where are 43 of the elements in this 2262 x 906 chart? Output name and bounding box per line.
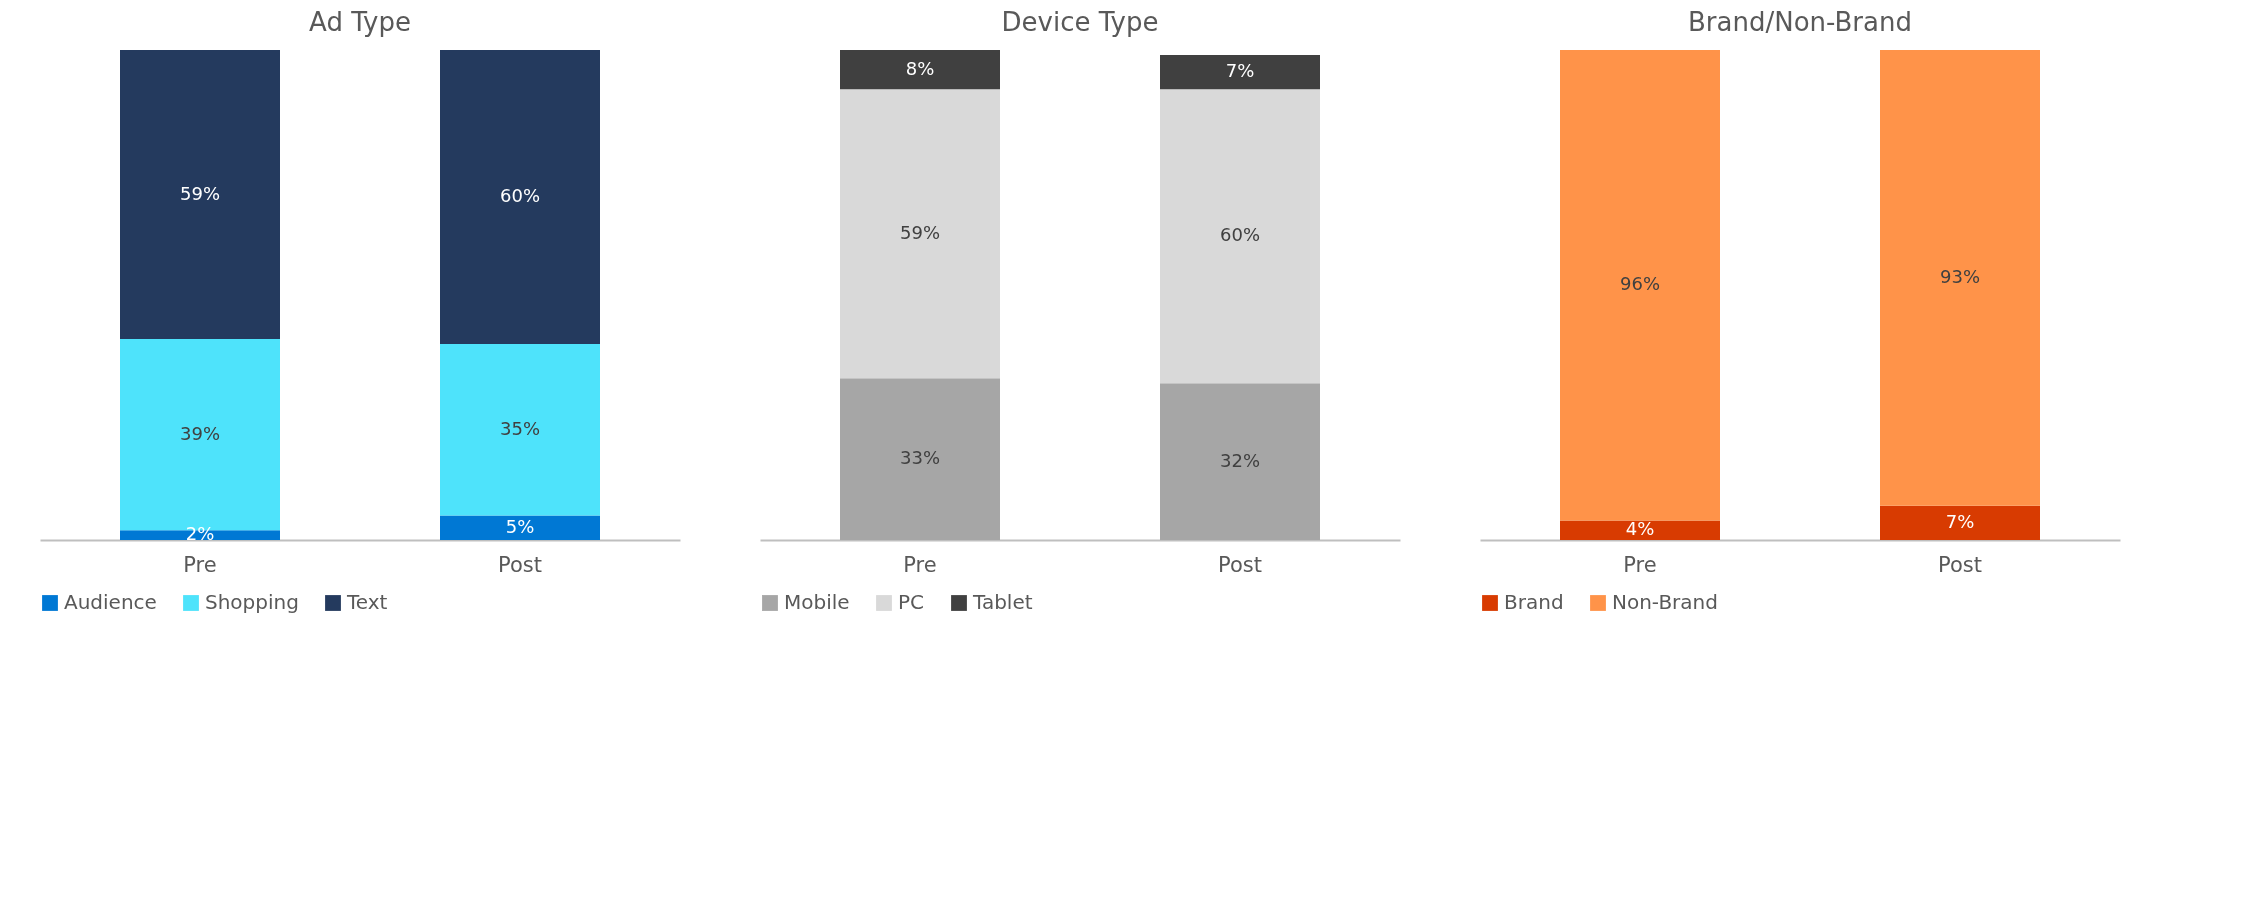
- data-label: 39%: [179, 422, 221, 444]
- legend-label: Mobile: [784, 590, 850, 614]
- data-label: 4%: [1625, 518, 1655, 540]
- bar: [440, 515, 600, 540]
- legend-label: PC: [898, 590, 925, 614]
- data-label: 8%: [905, 57, 935, 79]
- bar: [440, 50, 600, 344]
- x-tick-label: Post: [498, 552, 542, 577]
- bar: [1160, 89, 1320, 384]
- data-label: 93%: [1939, 265, 1981, 287]
- bar: [840, 50, 1000, 90]
- legend-label: Text: [346, 590, 388, 614]
- data-label: 32%: [1219, 449, 1261, 471]
- chart-title: Device Type: [1001, 7, 1159, 37]
- x-tick-label: Pre: [903, 552, 937, 577]
- bar: [1160, 383, 1320, 540]
- x-tick-label: Pre: [183, 552, 217, 577]
- data-label: 59%: [179, 182, 221, 204]
- bar: [840, 89, 1000, 379]
- legend-label: Audience: [64, 590, 157, 614]
- x-tick-label: Post: [1218, 552, 1262, 577]
- data-label: 2%: [185, 523, 215, 545]
- data-label: 35%: [499, 417, 541, 439]
- bar: [120, 50, 280, 340]
- data-label: 60%: [1219, 224, 1261, 246]
- chart-title: Brand/Non-Brand: [1688, 7, 1912, 37]
- legend-label: Brand: [1504, 590, 1564, 614]
- data-label: 7%: [1225, 60, 1255, 82]
- data-label: 33%: [899, 447, 941, 469]
- data-label: 96%: [1619, 273, 1661, 295]
- bar: [1160, 54, 1320, 90]
- bar: [440, 344, 600, 516]
- x-tick-label: Post: [1938, 552, 1982, 577]
- chart-title: Ad Type: [309, 7, 411, 37]
- data-label: 59%: [899, 221, 941, 243]
- bar: [840, 378, 1000, 540]
- legend-label: Non-Brand: [1612, 590, 1718, 614]
- data-label: 5%: [505, 515, 535, 537]
- data-label: 60%: [499, 185, 541, 206]
- legend-label: Tablet: [972, 590, 1033, 614]
- data-label: 7%: [1945, 510, 1975, 532]
- legend-label: Shopping: [205, 590, 299, 614]
- x-tick-label: Pre: [1623, 552, 1657, 577]
